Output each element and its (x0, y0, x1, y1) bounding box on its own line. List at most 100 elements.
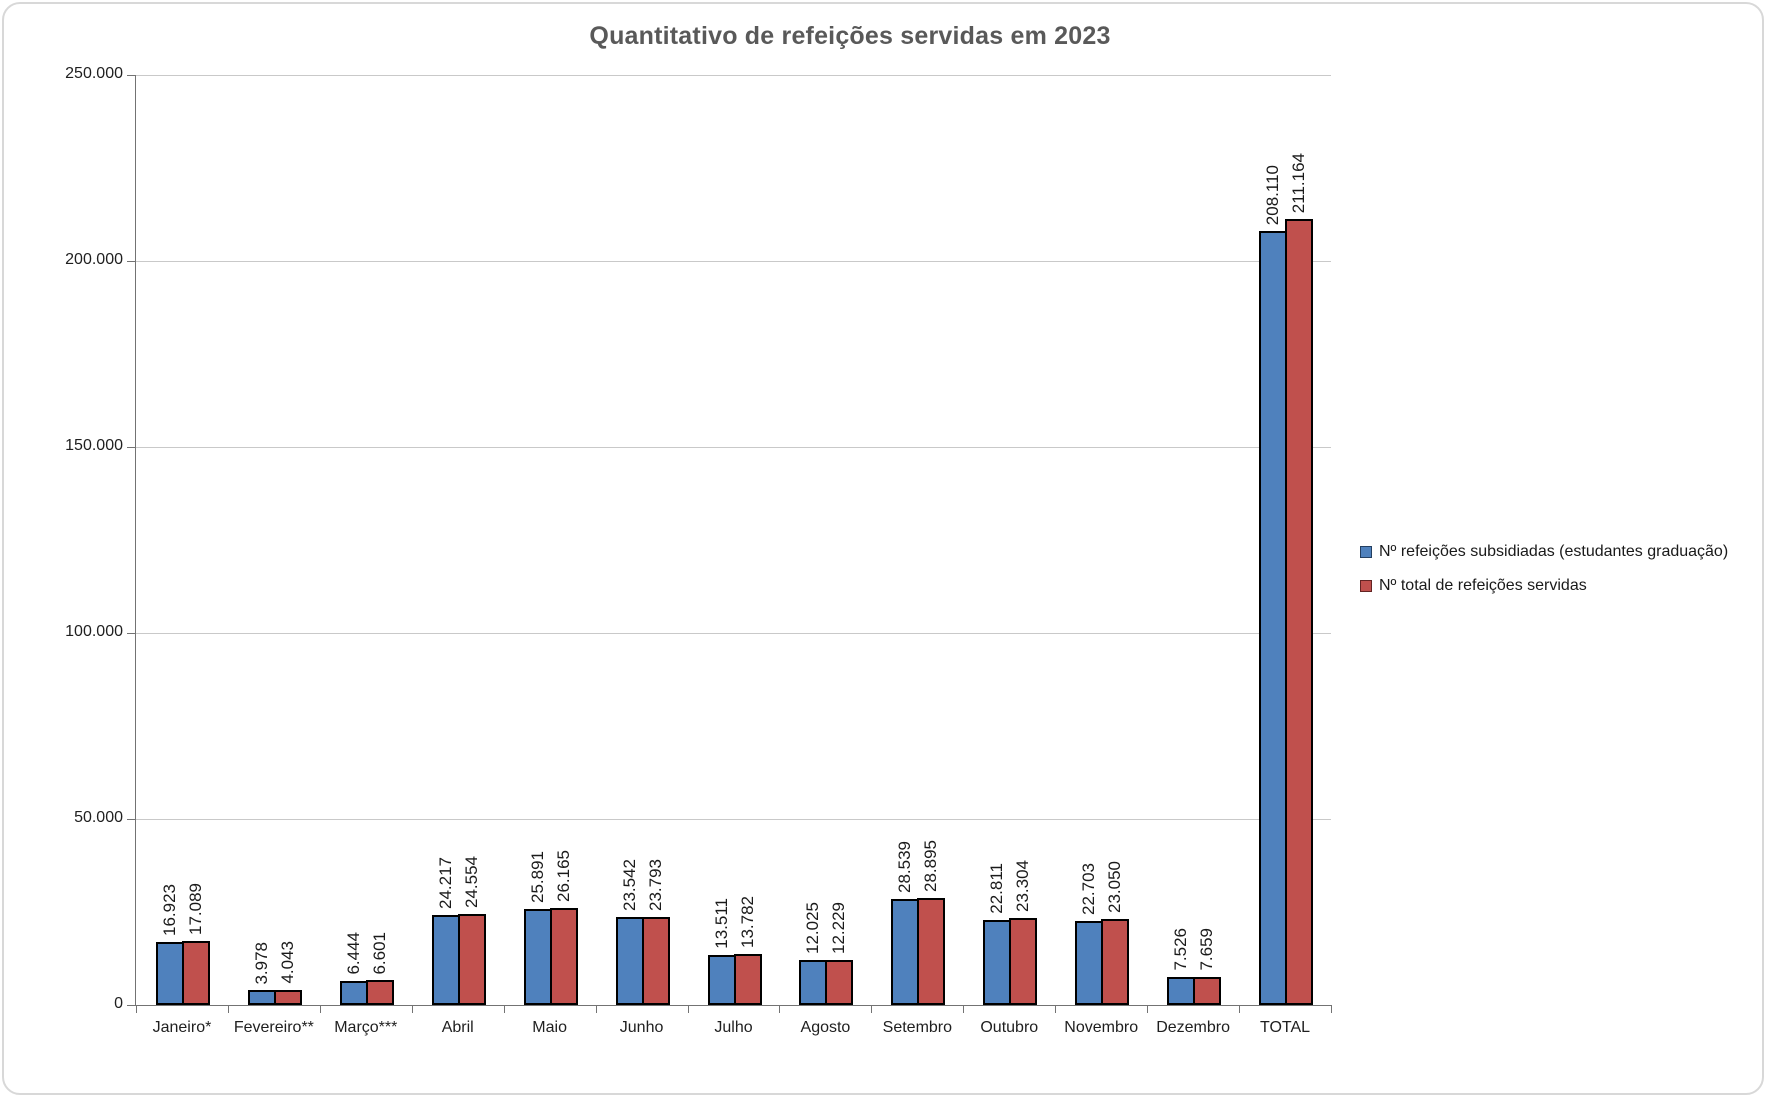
bar-data-label: 26.165 (553, 849, 573, 902)
bar-data-label: 3.978 (251, 941, 271, 985)
bar-total (457, 913, 486, 1005)
x-axis-category-label: Março*** (334, 1019, 398, 1036)
x-axis-category-label: Maio (532, 1019, 567, 1036)
y-gridline (136, 447, 1331, 448)
bar-data-label: 7.659 (1197, 927, 1217, 971)
bar-subsidized (1075, 920, 1104, 1005)
bar-subsidized (1167, 977, 1196, 1005)
bar-data-label: 28.895 (921, 839, 941, 892)
bar-subsidized (891, 898, 920, 1005)
bar-total (1285, 219, 1314, 1005)
y-axis-label: 250.000 (65, 65, 123, 82)
x-axis-tick (503, 1005, 505, 1013)
x-axis-tick (411, 1005, 413, 1013)
x-axis-tick (963, 1005, 965, 1013)
y-gridline (136, 261, 1331, 262)
x-axis-category-label: Junho (619, 1019, 664, 1036)
x-axis-tick (595, 1005, 597, 1013)
x-axis-tick (319, 1005, 321, 1013)
bar-total (181, 941, 210, 1005)
y-axis-label: 150.000 (65, 437, 123, 454)
bar-subsidized (707, 954, 736, 1005)
x-axis-category-label: Dezembro (1156, 1019, 1231, 1036)
bar-total (1101, 919, 1130, 1005)
y-axis-tick (127, 261, 136, 262)
x-axis-tick (227, 1005, 229, 1013)
bar-subsidized (615, 917, 644, 1005)
bar-data-label: 22.703 (1079, 862, 1099, 915)
bar-total (825, 959, 854, 1005)
bar-subsidized (155, 942, 184, 1005)
bar-total (273, 989, 302, 1005)
bar-data-label: 6.444 (343, 932, 363, 976)
bar-total (1193, 976, 1222, 1005)
x-axis-category-label: Outubro (980, 1019, 1039, 1036)
y-gridline (136, 819, 1331, 820)
y-axis-label: 200.000 (65, 251, 123, 268)
x-axis-tick (1331, 1005, 1332, 1013)
legend-marker-red-square-icon (1360, 580, 1372, 592)
legend: Nº refeições subsidiadas (estudantes gra… (1360, 543, 1728, 611)
x-axis-tick (779, 1005, 781, 1013)
legend-label-total: Nº total de refeições servidas (1379, 577, 1587, 594)
bar-subsidized (799, 960, 828, 1005)
bar-total (549, 907, 578, 1005)
bar-data-label: 12.025 (803, 902, 823, 955)
legend-label-subsidized: Nº refeições subsidiadas (estudantes gra… (1379, 543, 1729, 560)
bar-data-label: 13.511 (711, 898, 731, 949)
x-axis-category-label: Julho (714, 1019, 753, 1036)
x-axis-category-label: Janeiro* (152, 1019, 212, 1036)
bar-data-label: 211.164 (1289, 153, 1309, 214)
bar-subsidized (523, 908, 552, 1005)
bar-data-label: 17.089 (185, 883, 205, 936)
x-axis-category-label: Fevereiro** (233, 1019, 314, 1036)
bar-data-label: 23.793 (645, 858, 665, 911)
bar-data-label: 208.110 (1263, 164, 1283, 225)
y-axis-tick (127, 819, 136, 820)
x-axis-category-label: Agosto (800, 1019, 851, 1036)
legend-item-subsidized: Nº refeições subsidiadas (estudantes gra… (1360, 543, 1728, 561)
bar-data-label: 28.539 (895, 840, 915, 893)
legend-marker-blue-square-icon (1360, 546, 1372, 558)
bar-data-label: 25.891 (527, 850, 547, 903)
bar-subsidized (1259, 230, 1288, 1005)
y-gridline (136, 633, 1331, 634)
bar-data-label: 7.526 (1171, 928, 1191, 972)
bar-total (641, 916, 670, 1005)
bar-data-label: 16.923 (159, 884, 179, 937)
x-axis-category-label: Novembro (1064, 1019, 1139, 1036)
y-gridline (136, 75, 1331, 76)
x-axis-category-label: Abril (441, 1019, 474, 1036)
bar-data-label: 13.782 (737, 895, 757, 948)
y-axis-tick (127, 1005, 136, 1006)
bar-total (365, 980, 394, 1005)
x-axis-tick (1239, 1005, 1241, 1013)
bar-subsidized (247, 990, 276, 1005)
x-axis-tick (1147, 1005, 1149, 1013)
y-axis-tick (127, 633, 136, 634)
x-axis-tick (136, 1005, 137, 1013)
y-axis-label: 0 (114, 995, 123, 1012)
x-axis-tick (687, 1005, 689, 1013)
legend-item-total: Nº total de refeições servidas (1360, 577, 1728, 595)
chart-title: Quantitativo de refeições servidas em 20… (589, 22, 1111, 50)
plot-area: 0 50.000 100.000 150.000 200.000 250.000 Janei… (65, 65, 1332, 1036)
y-axis-label: 100.000 (65, 623, 123, 640)
x-axis-category-label: Setembro (882, 1019, 953, 1036)
bar-subsidized (983, 920, 1012, 1005)
x-axis-tick (871, 1005, 873, 1013)
bar-data-label: 24.217 (435, 856, 455, 909)
bar-data-label: 22.811 (987, 863, 1007, 915)
y-axis-tick (127, 75, 136, 76)
bar-total (917, 897, 946, 1005)
bar-total (733, 953, 762, 1005)
bar-subsidized (431, 914, 460, 1005)
x-axis-category-label: TOTAL (1259, 1019, 1311, 1036)
y-axis-label: 50.000 (74, 809, 123, 826)
bar-data-label: 6.601 (369, 931, 389, 975)
bar-total (1009, 918, 1038, 1005)
bar-subsidized (339, 981, 368, 1005)
bar-data-label: 23.050 (1105, 861, 1125, 914)
bar-data-label: 12.229 (829, 901, 849, 954)
